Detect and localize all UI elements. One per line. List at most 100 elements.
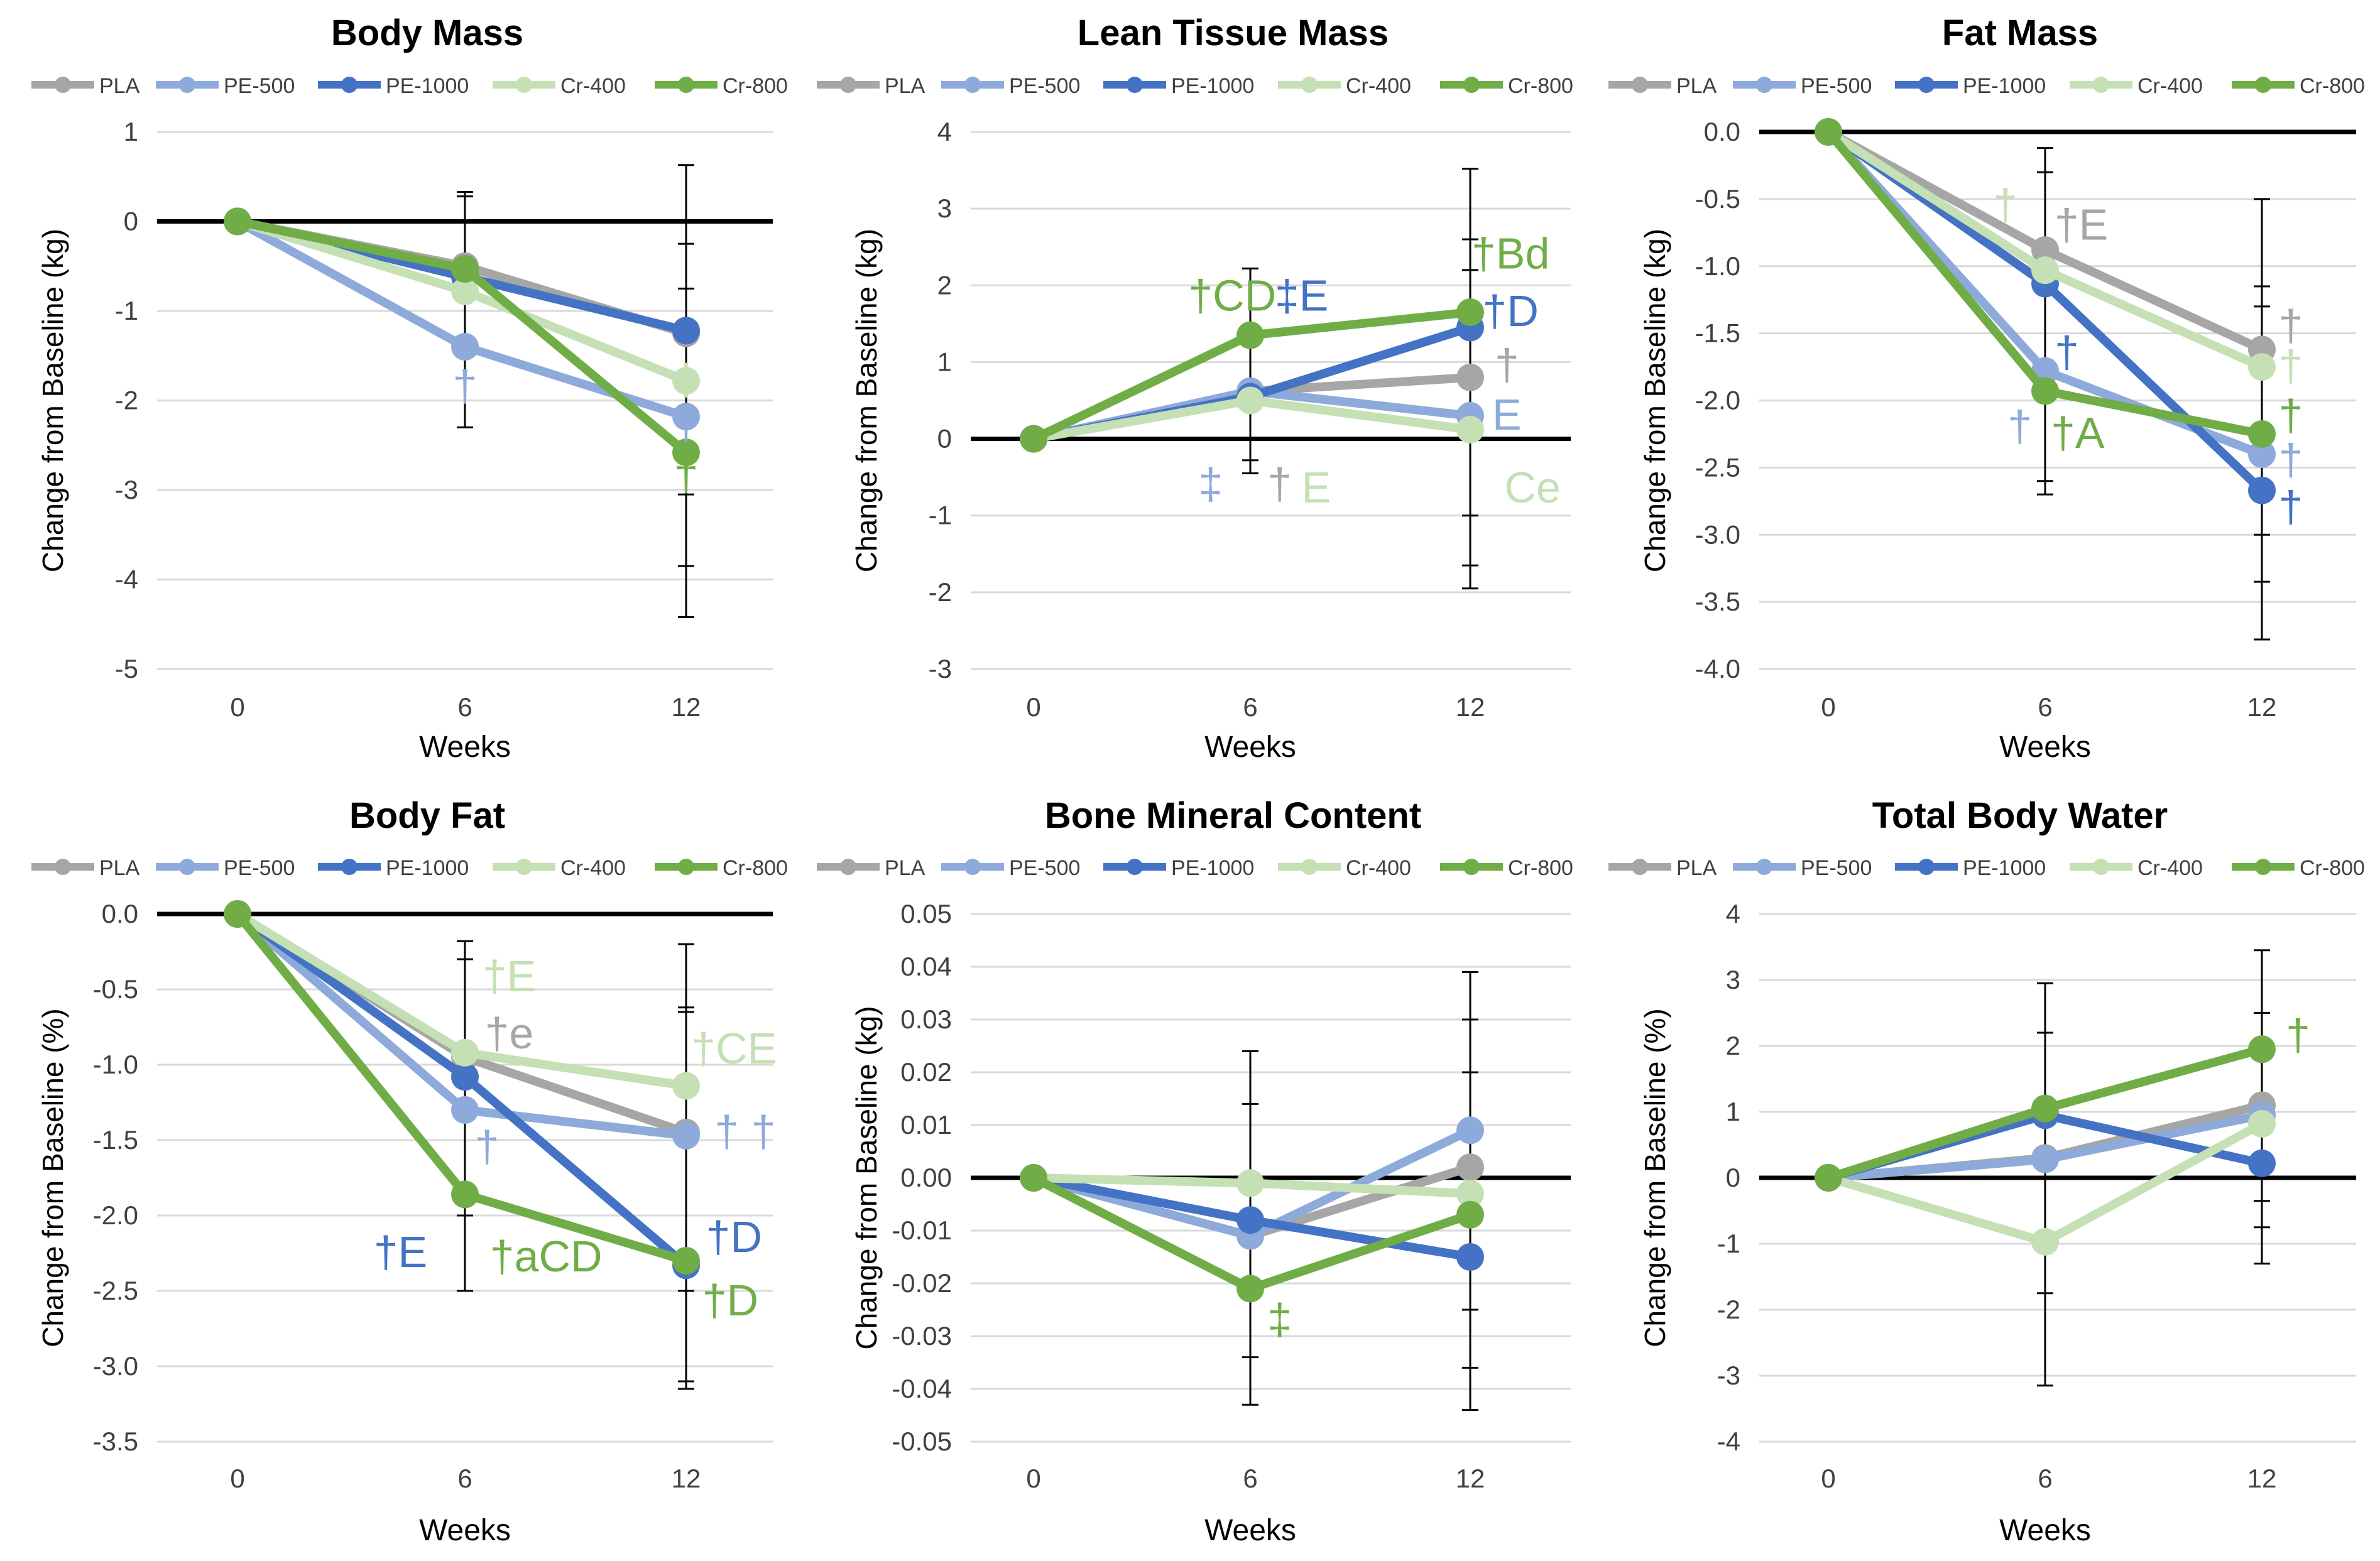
y-tick-label: -0.04 — [892, 1374, 952, 1403]
significance-annotation: † — [1267, 459, 1292, 508]
x-tick-label: 0 — [1821, 1464, 1835, 1493]
legend-entry: PLA — [817, 74, 925, 98]
legend-label: PE-1000 — [1963, 74, 2046, 98]
legend-entry: Cr-800 — [1440, 856, 1573, 880]
x-tick-label: 6 — [457, 1464, 472, 1493]
significance-annotation: †e — [484, 1009, 533, 1058]
data-point — [2031, 256, 2059, 285]
x-axis-label: Weeks — [419, 1514, 511, 1547]
chart-panel-2: 4 3 2 1 0 -1 -2 -3 0 6 12 Lean Tissue Mass Weeks Chan… — [817, 13, 1573, 764]
significance-annotation: †Bd — [1471, 229, 1550, 278]
y-tick-label: -0.03 — [892, 1321, 952, 1351]
legend-swatch-marker — [1756, 859, 1772, 875]
y-axis-label: Change from Baseline (kg) — [850, 229, 883, 572]
x-tick-label: 0 — [1026, 692, 1040, 722]
legend-entry: PLA — [1608, 74, 1717, 98]
x-tick-label: 6 — [1243, 692, 1257, 722]
significance-annotation: ‡ — [1267, 1295, 1292, 1344]
legend-swatch-marker — [1127, 859, 1143, 875]
data-point — [2248, 1149, 2276, 1177]
legend-swatch-marker — [1632, 77, 1648, 93]
legend-swatch-marker — [1301, 859, 1318, 875]
y-tick-label: -2.5 — [93, 1276, 138, 1305]
y-tick-label: -3.5 — [1695, 587, 1740, 616]
data-point — [451, 1063, 479, 1091]
data-point — [1236, 321, 1264, 349]
significance-annotation: † — [2279, 301, 2303, 350]
legend-label: Cr-400 — [1346, 74, 1411, 98]
significance-annotation: †A — [2051, 408, 2105, 457]
y-tick-label: -3.5 — [93, 1427, 138, 1456]
data-point — [2031, 236, 2059, 264]
legend-swatch-marker — [1756, 77, 1772, 93]
y-tick-label: 3 — [1726, 965, 1740, 994]
data-point — [451, 333, 479, 361]
data-point — [1236, 386, 1264, 415]
legend-entry: Cr-800 — [1440, 74, 1573, 98]
y-axis-label: Change from Baseline (%) — [36, 1008, 69, 1347]
legend-label: PLA — [99, 74, 140, 98]
legend-label: PLA — [1676, 856, 1717, 880]
legend-swatch-marker — [1301, 77, 1318, 93]
series-cr-800 — [224, 900, 700, 1275]
y-tick-label: 0 — [937, 424, 952, 454]
data-point — [1236, 1275, 1264, 1303]
legend-swatch-marker — [2093, 859, 2109, 875]
error-bar — [678, 1011, 694, 1292]
x-tick-label: 12 — [2247, 1464, 2277, 1493]
x-tick-label: 12 — [1456, 1464, 1485, 1493]
legend-label: Cr-800 — [1508, 74, 1573, 98]
chart-panel-3: 0.0 -0.5 -1.0 -1.5 -2.0 -2.5 -3.0 -3.5 -4.0 0 6 12 F… — [1608, 13, 2365, 764]
legend-swatch-marker — [179, 859, 195, 875]
y-tick-label: -1 — [1717, 1229, 1740, 1258]
y-tick-label: -2.0 — [93, 1200, 138, 1230]
x-axis-label: Weeks — [1204, 731, 1296, 764]
legend-entry: PLA — [31, 74, 140, 98]
y-tick-label: 0.01 — [900, 1110, 952, 1139]
legend-swatch-marker — [55, 859, 71, 875]
y-tick-label: -1.0 — [93, 1050, 138, 1079]
legend-entry: Cr-800 — [655, 856, 788, 880]
chart-panel-6: 4 3 2 1 0 -1 -2 -3 -4 0 6 12 Total Body Water Weeks Ch… — [1608, 795, 2365, 1547]
data-point — [672, 317, 700, 345]
y-tick-label: -1.0 — [1695, 251, 1740, 281]
legend-label: Cr-400 — [2137, 74, 2203, 98]
chart-title: Bone Mineral Content — [1045, 795, 1421, 836]
x-tick-label: 0 — [1821, 692, 1835, 722]
series-cr-400 — [1020, 386, 1484, 453]
legend-label: Cr-400 — [2137, 856, 2203, 880]
chart-panel-4: 0.0 -0.5 -1.0 -1.5 -2.0 -2.5 -3.0 -3.5 0 6 12 Body … — [31, 795, 788, 1547]
legend-label: Cr-800 — [723, 856, 788, 880]
data-point — [224, 900, 251, 928]
significance-annotation: ‡E — [1275, 271, 1329, 320]
legend-swatch-marker — [516, 859, 532, 875]
legend-entry: Cr-400 — [1278, 74, 1411, 98]
data-point — [2031, 1094, 2059, 1123]
y-axis-label: Change from Baseline (kg) — [36, 229, 69, 572]
data-point — [451, 1180, 479, 1209]
y-axis-label: Change from Baseline (kg) — [850, 1006, 883, 1349]
legend-entry: Cr-400 — [2070, 856, 2203, 880]
y-tick-label: -2.0 — [1695, 386, 1740, 415]
y-tick-label: -0.01 — [892, 1216, 952, 1245]
data-point — [1456, 1180, 1484, 1208]
y-tick-label: -3 — [1717, 1361, 1740, 1390]
significance-annotation: † — [674, 400, 699, 449]
y-tick-label: 4 — [937, 117, 952, 146]
legend-swatch-marker — [1463, 77, 1480, 93]
data-point — [1456, 1200, 1484, 1229]
y-tick-label: 1 — [937, 347, 952, 376]
legend-entry: PE-500 — [1733, 856, 1872, 880]
legend-entry: PE-1000 — [1103, 74, 1254, 98]
data-point — [2248, 440, 2276, 468]
significance-annotation: † — [2286, 1010, 2310, 1059]
legend-swatch-marker — [1918, 77, 1935, 93]
y-tick-label: -2 — [929, 577, 952, 607]
legend-entry: Cr-400 — [493, 856, 626, 880]
data-point — [2248, 1109, 2276, 1138]
significance-annotation: †E — [2055, 200, 2109, 249]
legend-label: PE-1000 — [386, 856, 469, 880]
chart-panel-5: 0.05 0.04 0.03 0.02 0.01 0.00 -0.01 -0.02 -0.03 -… — [817, 795, 1573, 1547]
y-tick-label: 0.04 — [900, 952, 952, 981]
legend-label: Cr-800 — [723, 74, 788, 98]
